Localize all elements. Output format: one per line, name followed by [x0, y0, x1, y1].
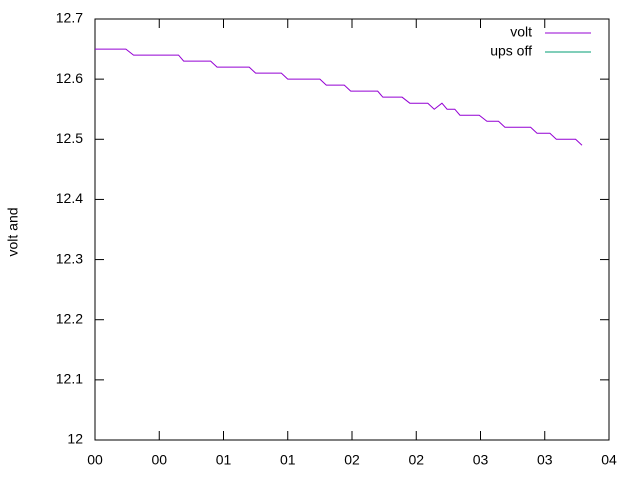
plot-frame	[94, 18, 610, 441]
y-tick-label: 12.3	[56, 250, 83, 266]
x-tick-label: 02	[344, 452, 360, 468]
x-tick-label: 03	[537, 452, 553, 468]
x-tick-label: 00	[151, 452, 167, 468]
series-line	[95, 48, 583, 146]
y-tick-label: 12.2	[56, 310, 83, 326]
legend-label: volt	[510, 24, 532, 40]
y-tick-label: 12.4	[56, 190, 83, 206]
y-tick-label: 12.7	[56, 10, 83, 26]
x-tick-label: 03	[473, 452, 489, 468]
x-tick-label: 04	[601, 452, 617, 468]
x-tick-label: 00	[87, 452, 103, 468]
y-tick-label: 12	[67, 431, 83, 447]
x-tick-label: 01	[216, 452, 232, 468]
y-tick-label: 12.6	[56, 70, 83, 86]
legend-label: ups off	[490, 43, 532, 59]
x-tick-label: 01	[280, 452, 296, 468]
y-axis-label: volt and	[5, 207, 21, 256]
y-tick-label: 12.5	[56, 130, 83, 146]
x-tick-label: 02	[408, 452, 424, 468]
y-tick-label: 12.1	[56, 371, 83, 387]
